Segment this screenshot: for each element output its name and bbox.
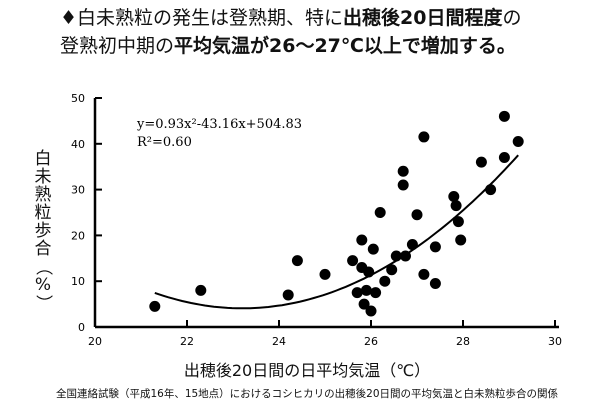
data-point [400, 250, 411, 262]
data-point [347, 255, 359, 267]
data-point [498, 110, 510, 122]
data-point [358, 298, 370, 310]
y-tick-label: 10 [71, 275, 85, 288]
data-point [374, 207, 386, 218]
data-point [360, 284, 372, 296]
fit-curve-group [154, 154, 519, 310]
annotations: y=0.93x²-43.16x+504.83 R²=0.60 [136, 117, 302, 150]
data-point [418, 131, 430, 143]
data-point [450, 200, 462, 212]
data-point [363, 266, 375, 278]
data-point [351, 287, 363, 299]
data-point [370, 287, 382, 299]
data-point [429, 241, 441, 253]
data-point [406, 239, 418, 251]
data-point [386, 264, 398, 276]
headline-segment: 出穂後20日間程度 [343, 7, 503, 29]
fit-equation: y=0.93x²-43.16x+504.83 [136, 117, 302, 132]
y-axis-label: 白未熟粒歩合（%） [33, 149, 53, 312]
data-point [455, 234, 467, 246]
data-point [452, 216, 464, 228]
data-point [498, 152, 510, 164]
data-point [291, 255, 303, 267]
fit-curve [154, 154, 519, 310]
data-point [411, 209, 423, 221]
headline-line-1: ♦白未熟粒の発生は登熟期、特に出穂後20日間程度の [60, 4, 600, 32]
x-tick-label: 30 [548, 335, 562, 348]
data-point [390, 250, 402, 262]
r-squared: R²=0.60 [137, 135, 192, 150]
data-point [397, 179, 409, 191]
data-point [195, 284, 207, 296]
headline: ♦白未熟粒の発生は登熟期、特に出穂後20日間程度の 登熟初中期の平均気温が26～… [60, 4, 600, 60]
headline-segment: 登熟初中期の [60, 35, 175, 57]
data-point [485, 184, 497, 196]
data-point [356, 234, 368, 246]
headline-segment: ♦白未熟粒の発生は登熟期、特に [60, 7, 344, 29]
data-points [149, 110, 524, 317]
y-tick-label: 40 [71, 138, 85, 151]
data-point [365, 305, 377, 317]
x-axis-label: 出穂後20日間の日平均気温（℃） [183, 361, 431, 380]
figure-caption: 全国連絡試験（平成16年、15地点）におけるコシヒカリの出穂後20日間の平均気温… [55, 388, 559, 400]
x-tick-label: 20 [88, 335, 102, 348]
data-point [319, 268, 331, 280]
data-point [512, 136, 524, 148]
y-tick-label: 50 [71, 92, 85, 105]
data-point [448, 190, 460, 202]
chart-ticks: 0 10 20 30 40 50 20 22 24 26 28 30 [71, 92, 562, 348]
data-point [282, 289, 294, 301]
headline-segment: 平均気温が26～27℃以上で増加する。 [174, 35, 516, 57]
data-point [367, 243, 379, 255]
x-tick-label: 22 [180, 335, 194, 348]
chart-axes [93, 98, 559, 329]
y-tick-label: 20 [71, 229, 85, 242]
data-point [475, 156, 487, 168]
x-tick-label: 28 [456, 335, 470, 348]
x-tick-label: 26 [364, 335, 378, 348]
data-point [418, 268, 430, 280]
headline-segment: の [502, 7, 522, 29]
headline-line-2: 登熟初中期の平均気温が26～27℃以上で増加する。 [60, 32, 600, 60]
x-tick-label: 24 [272, 335, 286, 348]
data-point [397, 165, 409, 177]
y-tick-label: 0 [78, 321, 85, 334]
data-point [149, 300, 161, 312]
data-point [379, 275, 391, 287]
data-point [429, 277, 441, 289]
y-tick-label: 30 [71, 184, 85, 197]
